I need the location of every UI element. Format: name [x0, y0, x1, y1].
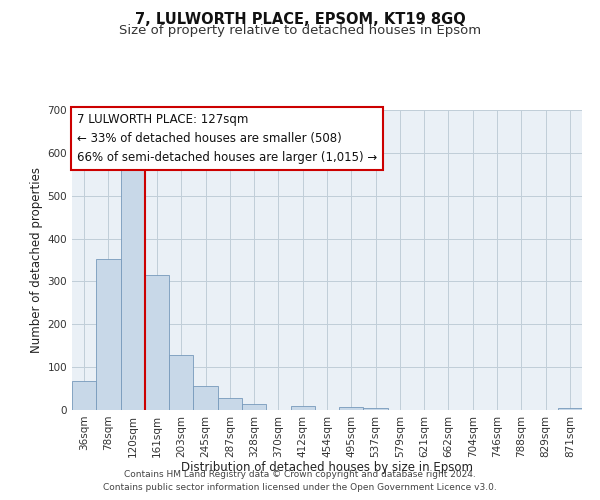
Bar — [364, 408, 388, 410]
Bar — [558, 408, 582, 410]
Bar — [121, 166, 145, 410]
Text: 7, LULWORTH PLACE, EPSOM, KT19 8GQ: 7, LULWORTH PLACE, EPSOM, KT19 8GQ — [134, 12, 466, 28]
Bar — [290, 406, 315, 410]
Text: Size of property relative to detached houses in Epsom: Size of property relative to detached ho… — [119, 24, 481, 37]
Bar — [145, 276, 169, 410]
Bar — [169, 355, 193, 410]
Text: Contains HM Land Registry data © Crown copyright and database right 2024.: Contains HM Land Registry data © Crown c… — [124, 470, 476, 479]
Bar — [72, 381, 96, 410]
Bar — [96, 258, 121, 410]
Y-axis label: Number of detached properties: Number of detached properties — [31, 167, 43, 353]
Bar — [193, 386, 218, 410]
Bar — [242, 404, 266, 410]
X-axis label: Distribution of detached houses by size in Epsom: Distribution of detached houses by size … — [181, 461, 473, 474]
Text: 7 LULWORTH PLACE: 127sqm
← 33% of detached houses are smaller (508)
66% of semi-: 7 LULWORTH PLACE: 127sqm ← 33% of detach… — [77, 113, 377, 164]
Bar — [218, 398, 242, 410]
Text: Contains public sector information licensed under the Open Government Licence v3: Contains public sector information licen… — [103, 484, 497, 492]
Bar — [339, 406, 364, 410]
